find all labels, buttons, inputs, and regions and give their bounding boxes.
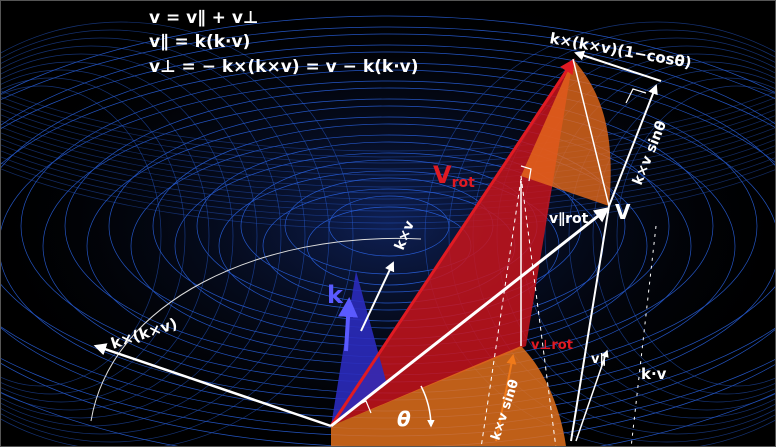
mesh-curve [1,102,775,164]
mesh-curve [1,120,775,182]
mesh-side-ellipse [1,45,282,427]
equation-2: v∥ = k(k·v) [149,32,250,52]
mesh-ellipse [1,26,775,446]
k-arrow [338,297,359,352]
mesh-side-ellipse [424,21,775,446]
kxv-arrow [360,261,395,332]
mesh-curve [1,132,775,194]
top-wedge [521,59,611,206]
label-v-par-rot: v∥rot [549,211,589,227]
mesh-curve [1,114,775,176]
mesh-curve [1,156,775,218]
label-v-perp-rot: v⊥rot [531,338,573,353]
kxv-sin-bottom-arrow [495,354,517,442]
theta-arc [420,385,435,428]
mesh-curve [1,108,775,170]
kxkxv-arrow [93,343,332,428]
right-angle-mark-3 [355,400,372,414]
chord-line [572,58,610,207]
kxkxv-cos-arrow [574,50,662,82]
mesh-ellipse [1,44,775,446]
mesh-ellipse [152,123,626,329]
label-kdotv: k·v [641,365,667,383]
mesh-curve [1,144,775,206]
mesh-curve [1,150,775,212]
mesh-curve [1,138,775,200]
dashed-line-1 [520,175,557,446]
label-v-par: v∥ [591,352,606,367]
mesh-side-ellipse [568,69,775,403]
mesh-side-ellipse [1,69,210,403]
mesh-side-ellipse [1,29,330,443]
mesh-curve [1,162,775,224]
mesh-side-ellipse [616,85,775,387]
label-vrot: Vrot [433,161,475,191]
mesh-curve [1,168,775,230]
label-k: k [327,281,344,309]
mesh-ellipse [196,141,582,311]
label-v: V [615,200,631,224]
dashed-line-3 [630,225,657,446]
mesh-ellipse [328,195,450,257]
k-plane [331,271,386,426]
equation-1: v = v∥ + v⊥ [149,8,258,28]
v-par-line [570,205,610,442]
mesh-side-ellipse [592,77,775,395]
rotation-arc [90,237,422,422]
mesh-side-ellipse [1,37,306,435]
bottom-sector [331,346,566,446]
mesh-side-ellipse [1,85,162,387]
vrot-arrow [329,58,575,427]
mesh-curve [1,90,775,152]
vpar-small-arrow [575,349,609,442]
mesh-side-ellipse [1,21,354,446]
label-theta: θ [397,407,411,431]
v-arrow [330,207,610,428]
mesh-side-ellipse [448,29,775,443]
mesh-side-ellipse [1,77,186,395]
mesh-side-ellipse [1,61,234,411]
dashed-line-2 [480,178,522,446]
kxv-sin-arrow [608,84,658,207]
mesh-side-ellipse [1,53,258,419]
mesh-curve [1,96,775,158]
equation-3: v⊥ = − k×(k×v) = v − k(k·v) [149,57,419,77]
right-angle-mark-2 [625,88,647,104]
right-angle-mark-1 [520,165,532,182]
mesh-curve [1,126,775,188]
mesh-side-ellipse [544,61,775,411]
